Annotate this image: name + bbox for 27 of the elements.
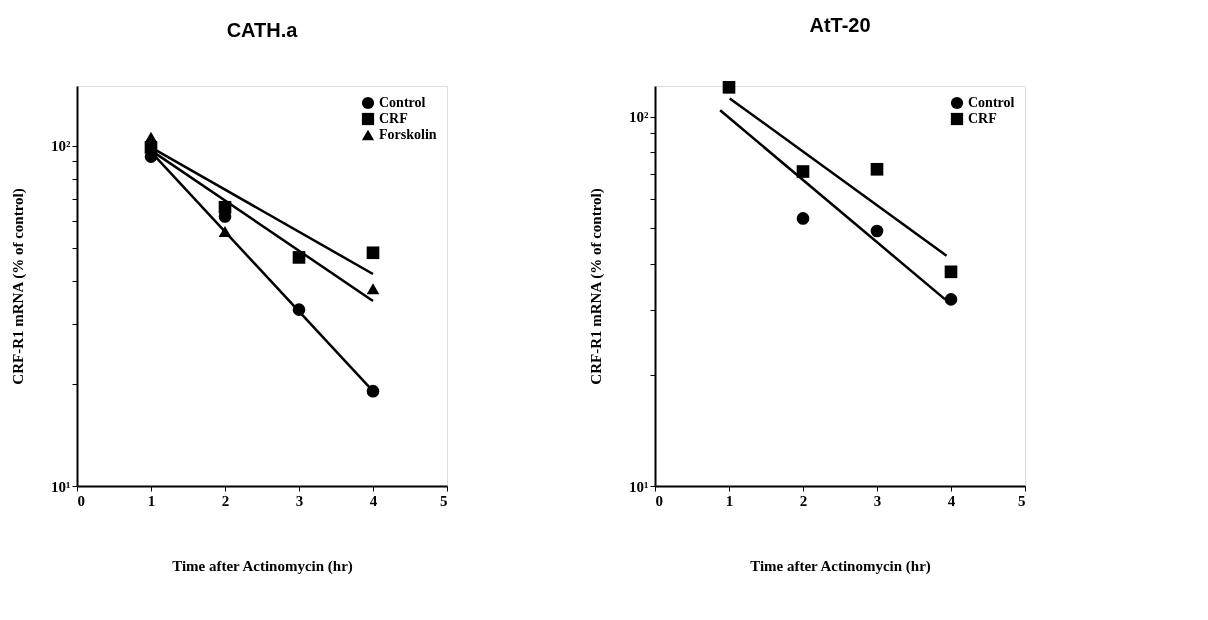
y-tick-label: 10² [629,109,649,126]
x-tick-label: 0 [655,492,663,509]
y-tick-label: 10² [51,138,71,155]
x-tick-label: 4 [369,492,378,509]
chart-title: AtT-20 [809,14,871,37]
x-tick-label: 3 [873,492,882,509]
x-tick-label: 5 [440,492,448,509]
x-axis-title: Time after Actinomycin (hr) [750,557,931,575]
legend-label: Control [379,95,426,110]
x-tick-label: 5 [1018,492,1026,509]
y-axis-title: CRF-R1 mRNA (% of control) [10,188,27,385]
x-tick-label: 1 [725,492,734,509]
x-tick-label: 4 [947,492,956,509]
y-tick-label: 10¹ [51,478,71,495]
legend-label: Forskolin [379,127,437,142]
x-tick-label: 3 [295,492,304,509]
x-tick-label: 1 [147,492,156,509]
legend-label: CRF [968,111,997,126]
y-axis-title: CRF-R1 mRNA (% of control) [588,188,605,385]
x-axis-title: Time after Actinomycin (hr) [172,557,353,575]
chart-title: CATH.a [226,19,299,41]
legend-label: Control [968,95,1015,110]
x-tick-label: 2 [221,492,230,509]
x-tick-label: 0 [77,492,85,509]
x-tick-label: 2 [799,492,808,509]
legend-label: CRF [379,111,408,126]
y-tick-label: 10¹ [629,478,649,495]
